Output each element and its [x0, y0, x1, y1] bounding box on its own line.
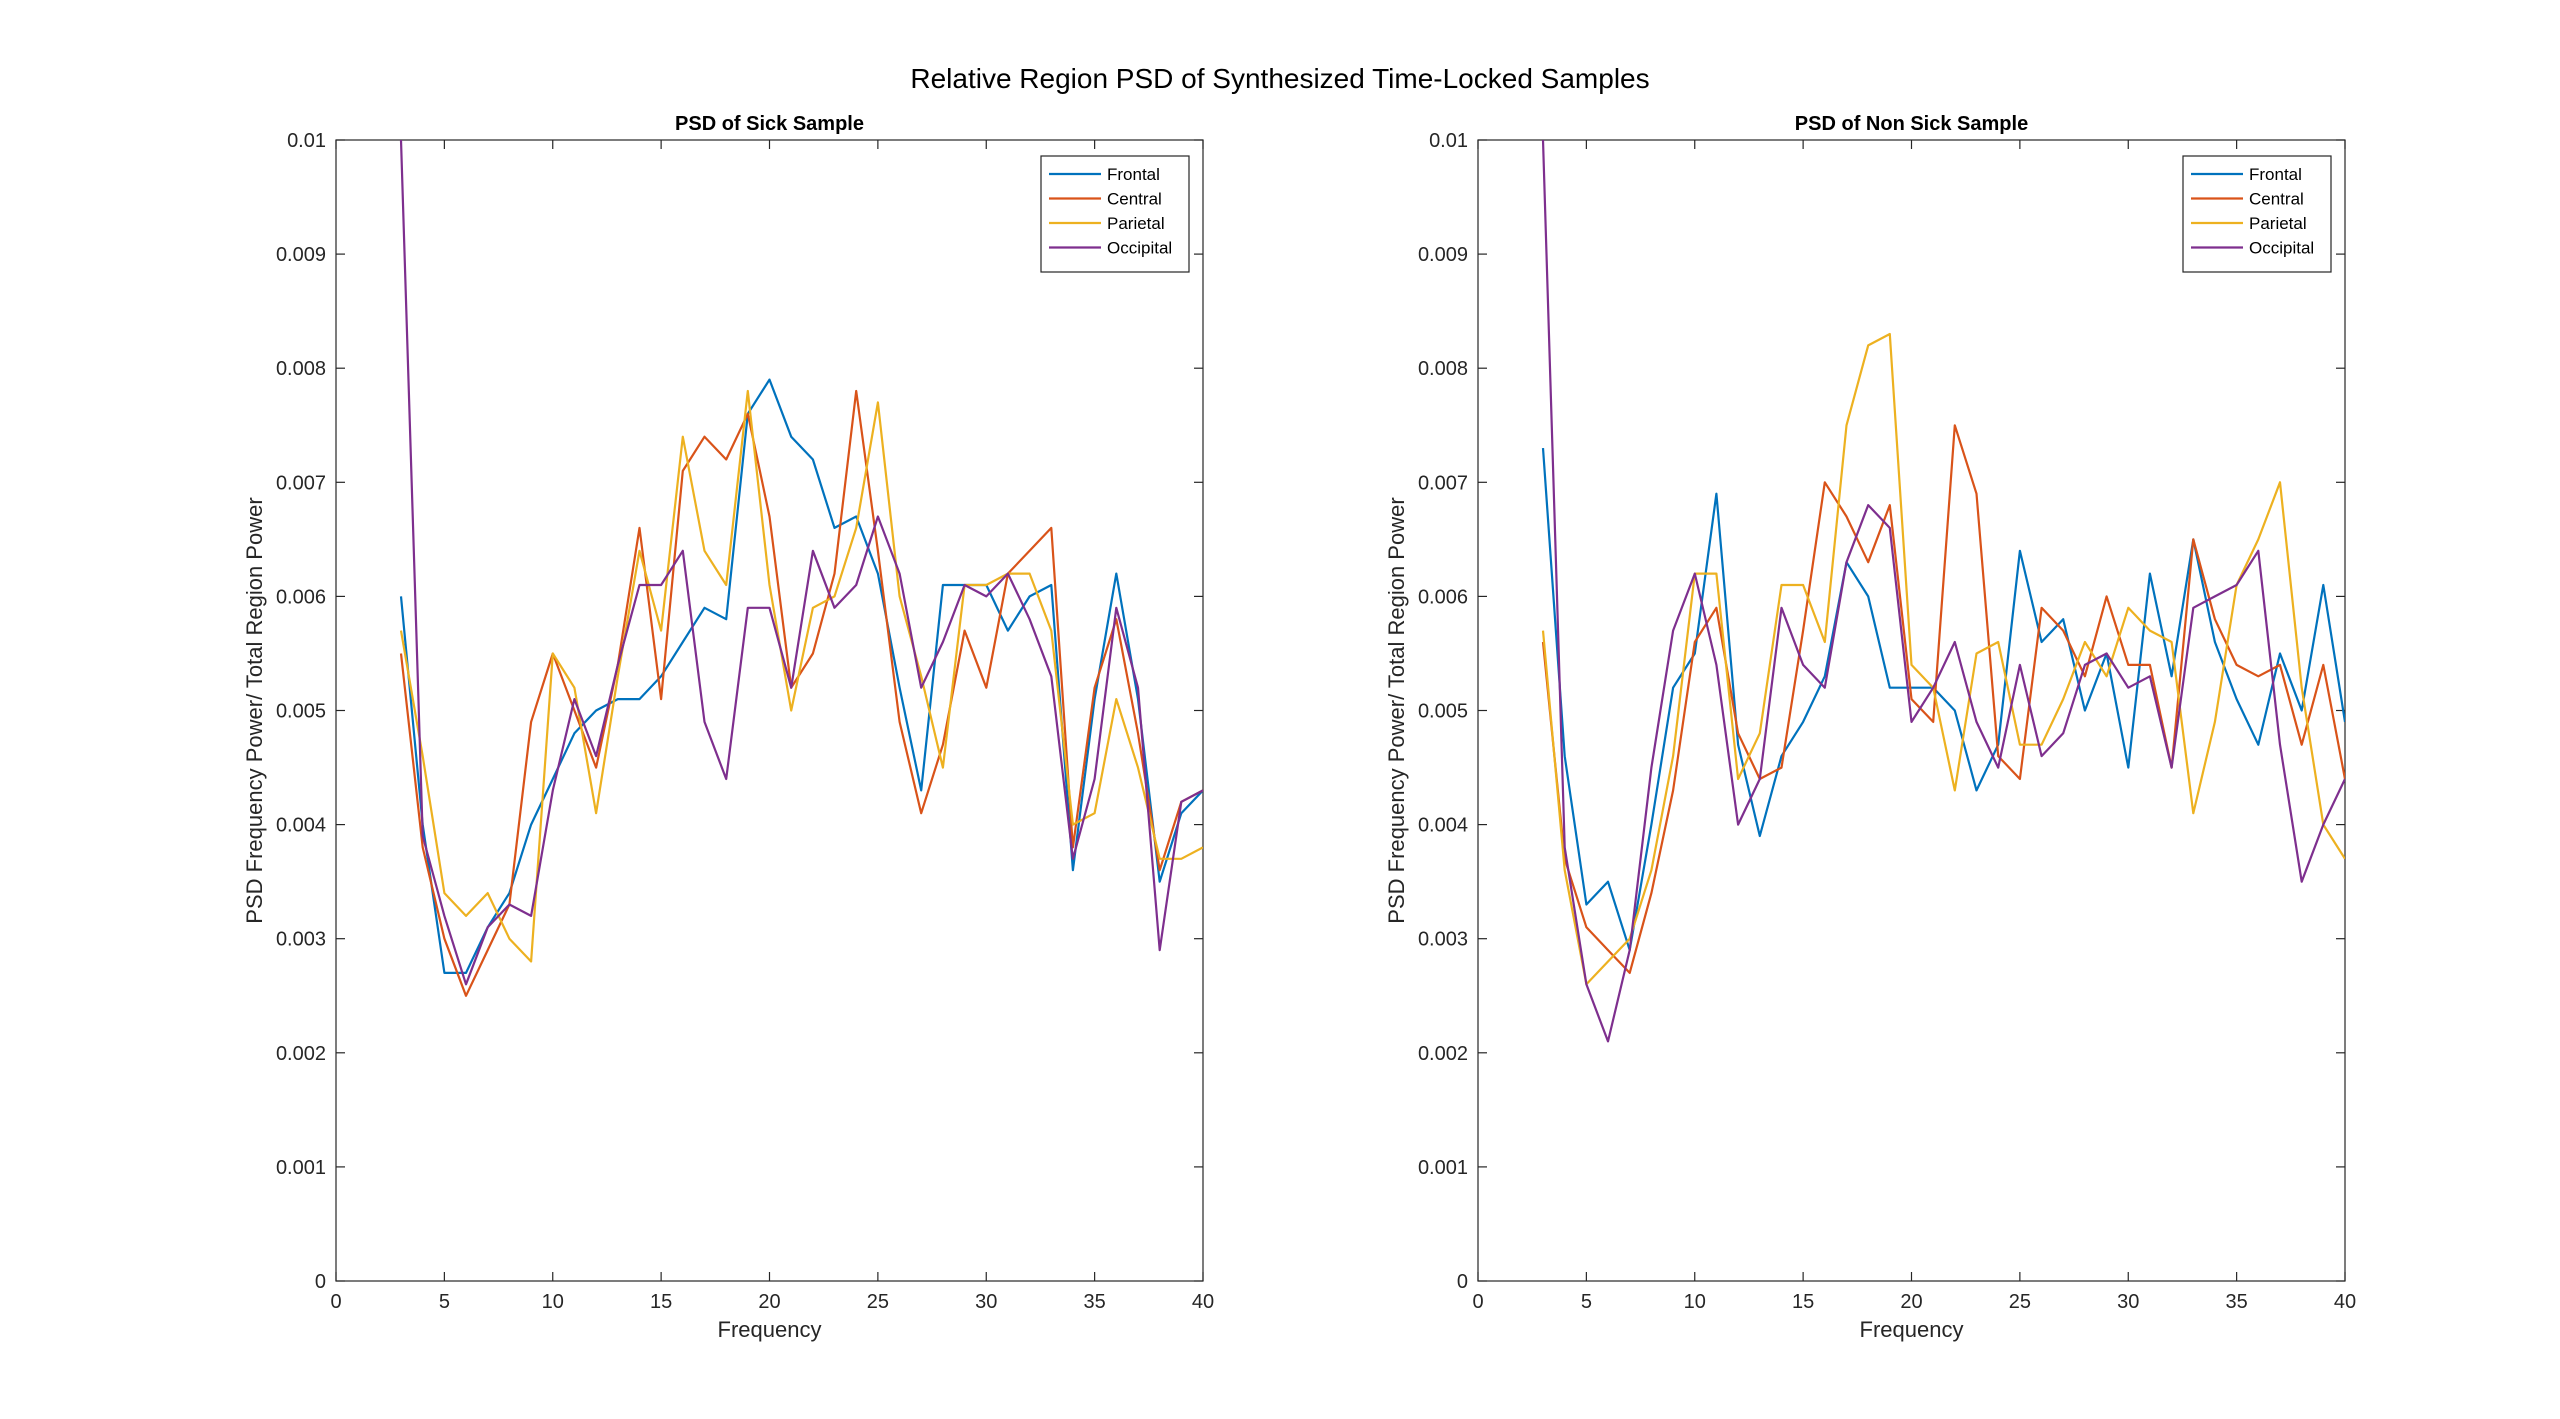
x-tick-label: 35 [2226, 1291, 2248, 1313]
y-tick-label: 0.007 [276, 472, 326, 494]
subplot-non-sick: PSD of Non Sick Sample 0 5 10 15 20 25 30 35 40 0 0… [1384, 113, 2356, 1342]
y-tick-label: 0.002 [276, 1043, 326, 1065]
x-tick-label: 10 [542, 1291, 564, 1313]
legend-box [1040, 155, 1190, 273]
x-axis-label: Frequency [718, 1317, 822, 1342]
y-tick-label: 0.005 [1418, 701, 1468, 723]
figure-title: Relative Region PSD of Synthesized Time-… [910, 63, 1649, 94]
x-tick-label: 35 [1084, 1291, 1106, 1313]
legend: Frontal Central Parietal Occipital [2182, 155, 2332, 273]
x-tick-label: 40 [2334, 1291, 2356, 1313]
y-tick-label: 0.006 [276, 586, 326, 608]
y-tick-label: 0.006 [1418, 586, 1468, 608]
series-line-central [1541, 424, 2345, 975]
subplot-title: PSD of Sick Sample [675, 113, 864, 135]
series-group [1541, 140, 2345, 1043]
y-tick-label: 0.01 [287, 130, 326, 152]
x-tick-label: 0 [1472, 1291, 1483, 1313]
y-tick-label: 0.002 [1418, 1043, 1468, 1065]
x-tick-label: 20 [1900, 1291, 1922, 1313]
x-tick-label: 15 [1792, 1291, 1814, 1313]
series-line-frontal [1541, 448, 2345, 952]
y-tick-label: 0.005 [276, 701, 326, 723]
x-tick-label: 5 [439, 1291, 450, 1313]
series-line-occipital [1541, 140, 2345, 1043]
y-tick-label: 0.001 [276, 1157, 326, 1179]
legend-label-frontal: Frontal [1107, 165, 1160, 184]
legend-label-central: Central [2249, 190, 2304, 209]
y-tick-label: 0.008 [1418, 358, 1468, 380]
legend-label-occipital: Occipital [2249, 239, 2314, 258]
y-tick-label: 0.009 [1418, 244, 1468, 266]
series-group [399, 140, 1203, 997]
legend-label-parietal: Parietal [1107, 214, 1165, 233]
x-axis-label: Frequency [1860, 1317, 1964, 1342]
axes-box [335, 139, 1204, 1282]
y-tick-label: 0.004 [276, 815, 326, 837]
y-tick-label: 0.004 [1418, 815, 1468, 837]
x-tick-label: 25 [2009, 1291, 2031, 1313]
y-tick-label: 0.009 [276, 244, 326, 266]
x-tick-label: 30 [2117, 1291, 2139, 1313]
y-axis-label: PSD Frequency Power/ Total Region Power [1384, 497, 1409, 923]
y-tick-label: 0.008 [276, 358, 326, 380]
x-tick-label: 5 [1581, 1291, 1592, 1313]
y-tick-label: 0.003 [276, 929, 326, 951]
x-tick-label: 20 [758, 1291, 780, 1313]
x-tick-label: 15 [650, 1291, 672, 1313]
y-tick-label: 0.01 [1429, 130, 1468, 152]
series-line-occipital [399, 140, 1203, 986]
legend: Frontal Central Parietal Occipital [1040, 155, 1190, 273]
series-line-parietal [1541, 332, 2345, 986]
y-tick-label: 0.001 [1418, 1157, 1468, 1179]
legend-label-parietal: Parietal [2249, 214, 2307, 233]
x-tick-label: 30 [975, 1291, 997, 1313]
legend-box [2182, 155, 2332, 273]
y-axis-label: PSD Frequency Power/ Total Region Power [242, 497, 267, 923]
x-tick-label: 40 [1192, 1291, 1214, 1313]
y-tick-label: 0.003 [1418, 929, 1468, 951]
legend-label-occipital: Occipital [1107, 239, 1172, 258]
y-tick-label: 0.007 [1418, 472, 1468, 494]
x-tick-label: 25 [867, 1291, 889, 1313]
y-tick-label: 0 [1457, 1271, 1468, 1293]
legend-label-central: Central [1107, 190, 1162, 209]
legend-label-frontal: Frontal [2249, 165, 2302, 184]
subplot-sick: PSD of Sick Sample 0 5 10 15 20 25 30 35 40 0 0.001… [242, 113, 1214, 1342]
x-tick-label: 0 [330, 1291, 341, 1313]
series-line-parietal [399, 389, 1203, 963]
axes-box [1477, 139, 2346, 1282]
x-tick-label: 10 [1684, 1291, 1706, 1313]
subplot-title: PSD of Non Sick Sample [1795, 113, 2028, 135]
y-tick-label: 0 [315, 1271, 326, 1293]
